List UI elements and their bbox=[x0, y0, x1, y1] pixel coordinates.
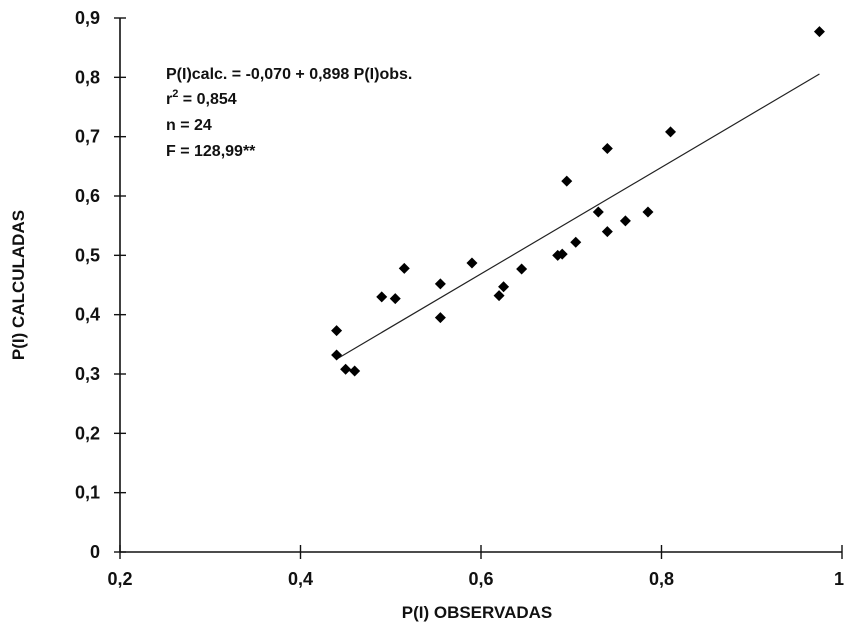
data-point bbox=[434, 278, 446, 290]
data-point bbox=[561, 175, 573, 187]
x-axis-title: P(I) OBSERVADAS bbox=[402, 603, 553, 622]
data-point bbox=[813, 26, 825, 38]
data-point bbox=[389, 293, 401, 305]
x-tick-label: 0,2 bbox=[107, 569, 132, 589]
data-point bbox=[601, 226, 613, 238]
data-point bbox=[466, 257, 478, 269]
data-point bbox=[434, 312, 446, 324]
y-tick-label: 0,2 bbox=[75, 423, 100, 443]
regression-layer bbox=[336, 73, 820, 360]
y-tick-label: 0,6 bbox=[75, 186, 100, 206]
y-tick-label: 0,1 bbox=[75, 483, 100, 503]
data-point bbox=[570, 236, 582, 248]
y-axis-title: P(I) CALCULADAS bbox=[9, 210, 28, 360]
regression-line bbox=[336, 73, 820, 360]
data-point bbox=[619, 215, 631, 227]
data-point bbox=[376, 291, 388, 303]
points-layer bbox=[331, 26, 825, 377]
data-point bbox=[516, 263, 528, 275]
y-tick-label: 0,3 bbox=[75, 364, 100, 384]
data-point bbox=[331, 325, 343, 337]
y-tick-label: 0,4 bbox=[75, 305, 100, 325]
regression-annotation: P(I)calc. = -0,070 + 0,898 P(I)obs. r2 =… bbox=[166, 66, 412, 160]
x-tick-label: 0,8 bbox=[649, 569, 674, 589]
data-point bbox=[556, 248, 568, 260]
data-point bbox=[349, 365, 361, 377]
data-point bbox=[493, 290, 505, 302]
data-point bbox=[642, 206, 654, 218]
data-point bbox=[592, 206, 604, 218]
y-tick-label: 0,8 bbox=[75, 67, 100, 87]
data-point bbox=[398, 262, 410, 274]
data-point bbox=[601, 143, 613, 155]
data-point bbox=[665, 126, 677, 138]
y-tick-label: 0,7 bbox=[75, 127, 100, 147]
f-text: F = 128,99** bbox=[166, 143, 256, 160]
r2-text: r2 = 0,854 bbox=[166, 88, 237, 108]
x-tick-label: 0,6 bbox=[468, 569, 493, 589]
y-tick-label: 0,5 bbox=[75, 245, 100, 265]
y-ticks: 0 0,1 0,2 0,3 0,4 0,5 0,6 0,7 0,8 0,9 bbox=[75, 8, 126, 562]
x-tick-label: 1 bbox=[834, 569, 844, 589]
y-tick-label: 0,9 bbox=[75, 8, 100, 28]
equation-text: P(I)calc. = -0,070 + 0,898 P(I)obs. bbox=[166, 66, 412, 83]
r2-exponent: 2 bbox=[172, 88, 178, 100]
data-point bbox=[340, 363, 352, 375]
r2-prefix: r bbox=[166, 91, 172, 108]
data-point bbox=[331, 349, 343, 361]
data-point bbox=[498, 281, 510, 293]
y-tick-label: 0 bbox=[90, 542, 100, 562]
x-tick-label: 0,4 bbox=[288, 569, 313, 589]
x-ticks: 0,2 0,4 0,6 0,8 1 bbox=[107, 545, 844, 589]
n-text: n = 24 bbox=[166, 117, 212, 134]
r2-value: = 0,854 bbox=[178, 91, 236, 108]
